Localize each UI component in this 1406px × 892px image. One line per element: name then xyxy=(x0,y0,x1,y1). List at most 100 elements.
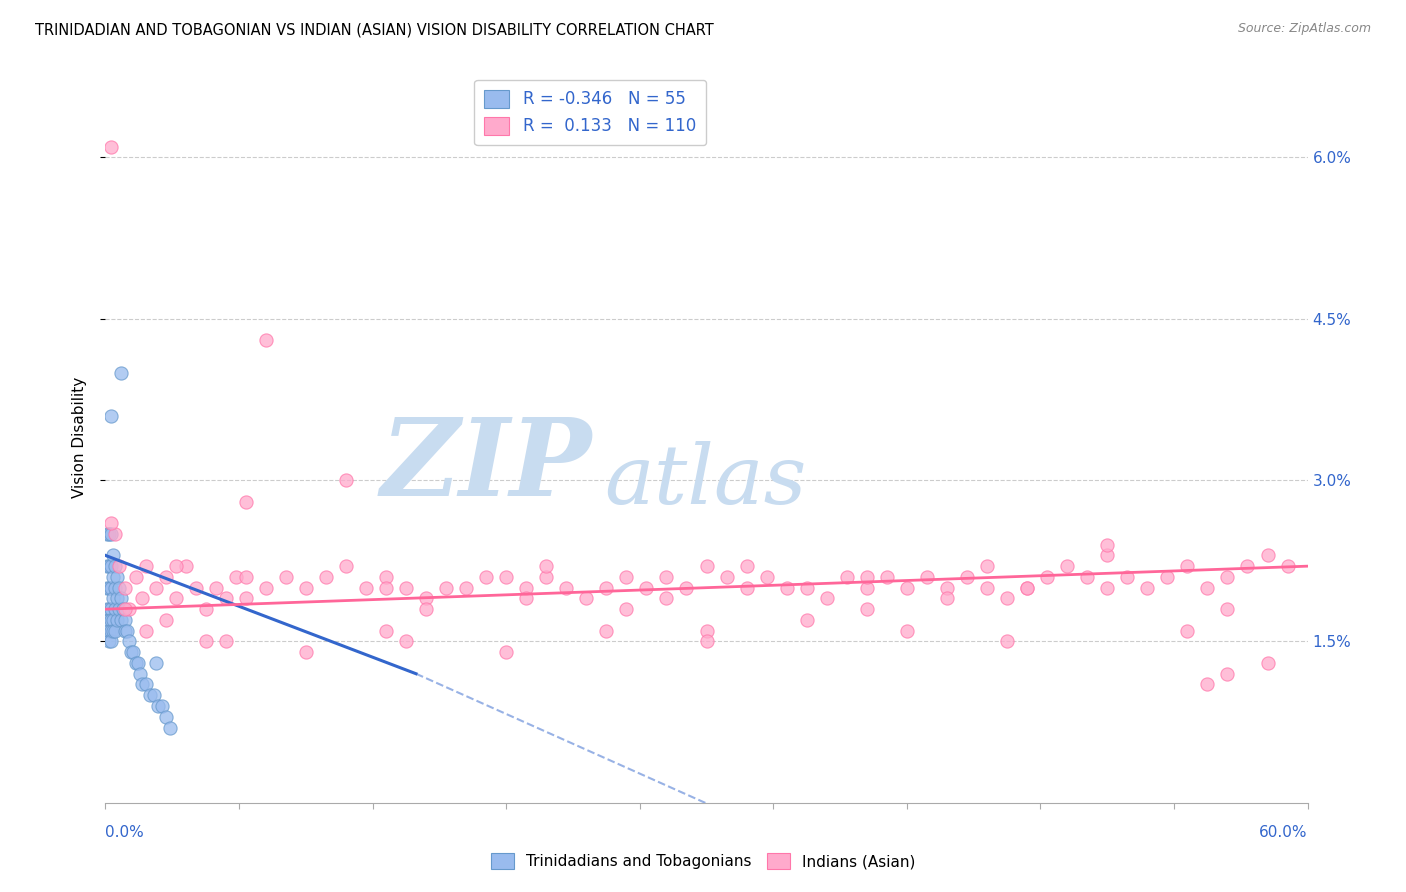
Point xyxy=(1076,570,1098,584)
Point xyxy=(96,581,118,595)
Point xyxy=(374,570,398,584)
Point xyxy=(100,516,122,530)
Point xyxy=(295,645,318,659)
Point xyxy=(107,613,129,627)
Point xyxy=(142,688,165,702)
Point xyxy=(131,677,153,691)
Point xyxy=(225,570,247,584)
Point xyxy=(956,570,979,584)
Point xyxy=(114,624,136,638)
Point xyxy=(214,591,236,606)
Text: ZIP: ZIP xyxy=(381,413,592,519)
Point xyxy=(415,602,437,616)
Point xyxy=(1216,570,1239,584)
Point xyxy=(616,602,638,616)
Point xyxy=(696,624,718,638)
Point xyxy=(855,581,877,595)
Point xyxy=(114,602,136,616)
Point xyxy=(295,581,318,595)
Point xyxy=(495,645,517,659)
Point xyxy=(675,581,697,595)
Point xyxy=(98,527,121,541)
Point xyxy=(335,559,357,574)
Point xyxy=(1197,581,1219,595)
Point xyxy=(1097,538,1119,552)
Legend: Trinidadians and Tobagonians, Indians (Asian): Trinidadians and Tobagonians, Indians (A… xyxy=(485,847,921,875)
Point xyxy=(1056,559,1078,574)
Point xyxy=(235,570,257,584)
Point xyxy=(735,559,758,574)
Point xyxy=(194,602,217,616)
Text: atlas: atlas xyxy=(605,441,807,521)
Point xyxy=(976,581,998,595)
Point xyxy=(1216,666,1239,681)
Point xyxy=(118,602,141,616)
Point xyxy=(131,591,153,606)
Point xyxy=(696,559,718,574)
Point xyxy=(214,634,236,648)
Point xyxy=(515,591,537,606)
Point xyxy=(98,581,121,595)
Point xyxy=(936,591,959,606)
Point xyxy=(395,634,418,648)
Point xyxy=(107,570,129,584)
Legend: R = -0.346   N = 55, R =  0.133   N = 110: R = -0.346 N = 55, R = 0.133 N = 110 xyxy=(474,79,706,145)
Point xyxy=(655,591,678,606)
Point xyxy=(174,559,197,574)
Point xyxy=(100,139,122,153)
Point xyxy=(165,591,187,606)
Point xyxy=(204,581,226,595)
Point xyxy=(796,613,818,627)
Point xyxy=(515,581,537,595)
Point xyxy=(118,634,141,648)
Point xyxy=(655,570,678,584)
Point xyxy=(165,559,187,574)
Point xyxy=(1116,570,1139,584)
Point xyxy=(395,581,418,595)
Point xyxy=(110,591,132,606)
Text: 0.0%: 0.0% xyxy=(105,825,145,840)
Point xyxy=(274,570,297,584)
Point xyxy=(100,613,122,627)
Point xyxy=(100,634,122,648)
Point xyxy=(876,570,898,584)
Point xyxy=(936,581,959,595)
Point xyxy=(145,656,167,670)
Point xyxy=(616,570,638,584)
Y-axis label: Vision Disability: Vision Disability xyxy=(72,376,87,498)
Point xyxy=(815,591,838,606)
Point xyxy=(135,624,157,638)
Point xyxy=(534,559,557,574)
Point xyxy=(896,581,918,595)
Point xyxy=(896,624,918,638)
Point xyxy=(254,581,277,595)
Point xyxy=(155,710,177,724)
Point xyxy=(354,581,377,595)
Point xyxy=(96,527,118,541)
Point xyxy=(100,581,122,595)
Point xyxy=(146,698,169,713)
Point xyxy=(110,366,132,380)
Point xyxy=(235,494,257,508)
Point xyxy=(1036,570,1059,584)
Point xyxy=(121,645,143,659)
Point xyxy=(1136,581,1159,595)
Point xyxy=(1177,559,1199,574)
Point xyxy=(735,581,758,595)
Point xyxy=(1097,581,1119,595)
Point xyxy=(495,570,517,584)
Point xyxy=(636,581,658,595)
Point xyxy=(112,602,135,616)
Point xyxy=(575,591,598,606)
Point xyxy=(117,624,139,638)
Point xyxy=(100,527,122,541)
Point xyxy=(1177,624,1199,638)
Point xyxy=(110,613,132,627)
Point xyxy=(776,581,799,595)
Point xyxy=(100,559,122,574)
Point xyxy=(103,591,125,606)
Point xyxy=(98,634,121,648)
Point xyxy=(98,613,121,627)
Point xyxy=(114,581,136,595)
Point xyxy=(103,613,125,627)
